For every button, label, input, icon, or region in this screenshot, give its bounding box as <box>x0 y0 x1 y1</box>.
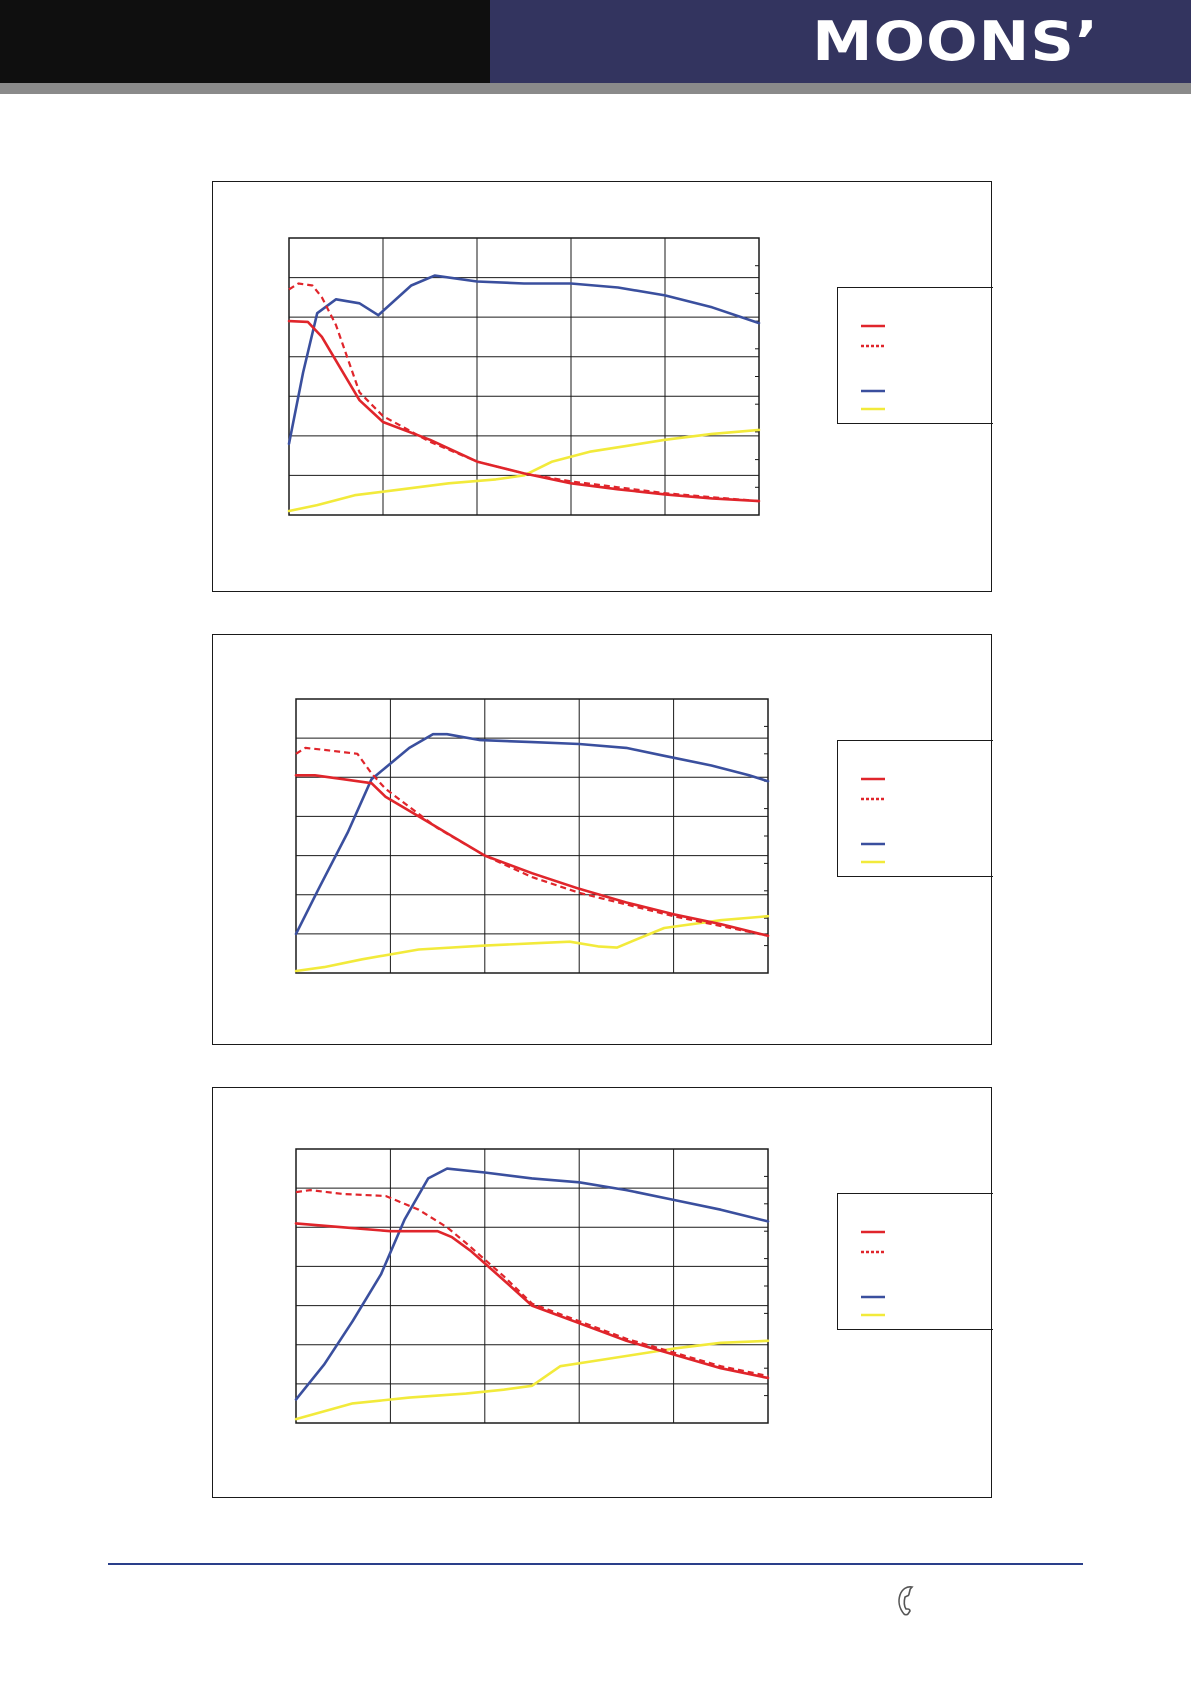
footer-rule <box>108 1563 1083 1565</box>
series-line-s4 <box>294 1339 770 1421</box>
chart-panel-1 <box>212 181 993 592</box>
series-line-s3 <box>287 274 761 446</box>
series-line-s3 <box>294 1167 770 1401</box>
chart-panel-2 <box>212 634 993 1045</box>
series-line-s2 <box>288 282 760 503</box>
header-rule <box>0 83 1191 94</box>
series-line-s3 <box>294 732 770 936</box>
plot-area <box>295 1148 769 1424</box>
chart-2-legend <box>837 740 993 877</box>
moons-logo: MOONS’ <box>812 10 1099 73</box>
chart-3-legend <box>837 1193 993 1330</box>
series-line-s2 <box>295 746 769 937</box>
series-line-s2 <box>295 1189 769 1378</box>
chart-1-svg <box>287 237 885 516</box>
phone-icon <box>893 1584 919 1623</box>
chart-3-svg <box>294 1148 885 1424</box>
chart-panel-3 <box>212 1087 993 1498</box>
chart-2-svg <box>294 698 885 974</box>
series-line-s4 <box>287 428 761 513</box>
series-line-s1 <box>287 319 761 503</box>
header-right-band: MOONS’ <box>490 0 1191 83</box>
series-line-s1 <box>294 1222 770 1380</box>
series-line-s1 <box>294 774 770 938</box>
series-line-s4 <box>294 914 770 973</box>
plot-area <box>295 698 769 974</box>
header-left-band <box>0 0 490 83</box>
chart-1-legend <box>837 287 993 424</box>
